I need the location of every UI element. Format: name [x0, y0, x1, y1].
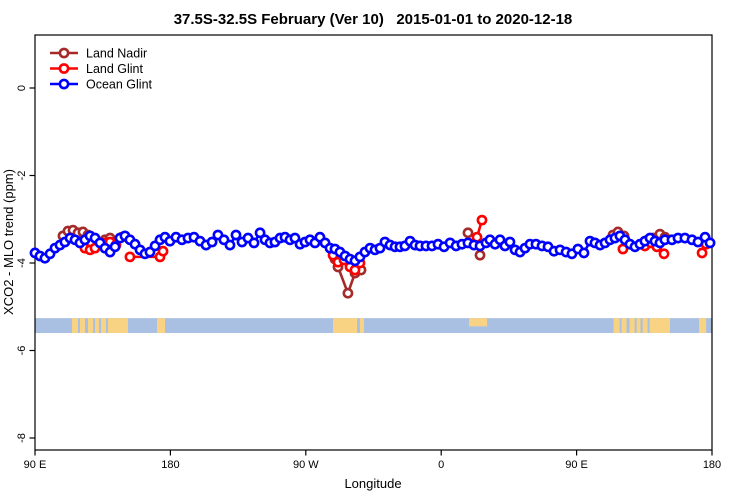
map-band-land-patch: [333, 318, 358, 333]
data-point-ocean-glint: [692, 236, 704, 248]
map-band-land-patch: [621, 318, 627, 333]
legend-marker: [58, 63, 70, 74]
map-band-land-patch: [613, 318, 620, 333]
data-point-ocean-glint: [248, 237, 260, 249]
legend-item-ocean-glint: Ocean Glint: [50, 78, 153, 92]
legend-item-land-glint: Land Glint: [50, 62, 144, 76]
y-axis-title: XCO2 - MLO trend (ppm): [1, 169, 16, 315]
map-band-land-patch: [359, 318, 365, 333]
legend-marker: [58, 47, 70, 59]
map-band-land-patch: [649, 318, 671, 333]
map-band-land-patch: [157, 318, 165, 333]
data-point-ocean-glint: [578, 247, 590, 259]
legend-label: Land Glint: [86, 62, 144, 76]
data-point-ocean-glint: [704, 237, 716, 249]
map-band-land-patch: [107, 318, 128, 333]
data-point-ocean-glint: [504, 236, 516, 248]
data-series: [29, 214, 716, 299]
legend-item-land-nadir: Land Nadir: [50, 47, 147, 61]
data-point-ocean-glint: [254, 227, 266, 239]
y-tick-label: -8: [16, 433, 28, 443]
data-point-land-nadir: [342, 287, 354, 299]
map-band-land-patch: [699, 318, 707, 333]
data-point-land-glint: [617, 243, 629, 255]
map-band-land-patch: [87, 318, 94, 333]
map-band-land-patch: [72, 318, 79, 333]
data-point-land-glint: [476, 214, 488, 226]
data-point-land-glint: [124, 251, 136, 263]
chart-title: 37.5S-32.5S February (Ver 10) 2015-01-01…: [174, 11, 573, 28]
data-point-land-nadir: [462, 227, 474, 239]
map-band-land-patch: [629, 318, 635, 333]
x-axis-title: Longitude: [344, 476, 401, 491]
x-tick-label: 0: [438, 459, 444, 471]
x-tick-label: 180: [161, 459, 179, 471]
x-tick-label: 90 W: [293, 459, 319, 471]
data-point-ocean-glint: [224, 239, 236, 251]
data-point-land-nadir: [474, 249, 486, 261]
series-ocean-glint: [29, 227, 716, 267]
x-tick-label: 90 E: [24, 459, 47, 471]
legend-label: Ocean Glint: [86, 78, 153, 92]
data-point-ocean-glint: [109, 241, 121, 253]
y-tick-label: -2: [16, 171, 28, 181]
y-tick-label: 0: [16, 85, 28, 91]
data-point-land-glint: [658, 248, 670, 260]
map-band-land-patch: [469, 318, 488, 327]
x-tick-label: 90 E: [565, 459, 588, 471]
map-band-land-patch: [101, 318, 107, 333]
map-band-ocean: [35, 318, 712, 333]
x-tick-label: 180: [703, 459, 721, 471]
map-band: [35, 318, 712, 333]
data-point-land-glint: [157, 245, 169, 257]
map-band-land-patch: [636, 318, 641, 333]
y-tick-label: -6: [16, 346, 28, 356]
map-band-land-patch: [642, 318, 648, 333]
data-point-ocean-glint: [206, 236, 218, 248]
data-point-ocean-glint: [230, 229, 242, 241]
legend-marker: [58, 78, 70, 90]
y-tick-label: -4: [16, 258, 28, 268]
map-band-land-patch: [95, 318, 99, 333]
legend-label: Land Nadir: [86, 47, 147, 61]
data-point-land-glint: [696, 247, 708, 259]
map-band-land-patch: [79, 318, 85, 333]
